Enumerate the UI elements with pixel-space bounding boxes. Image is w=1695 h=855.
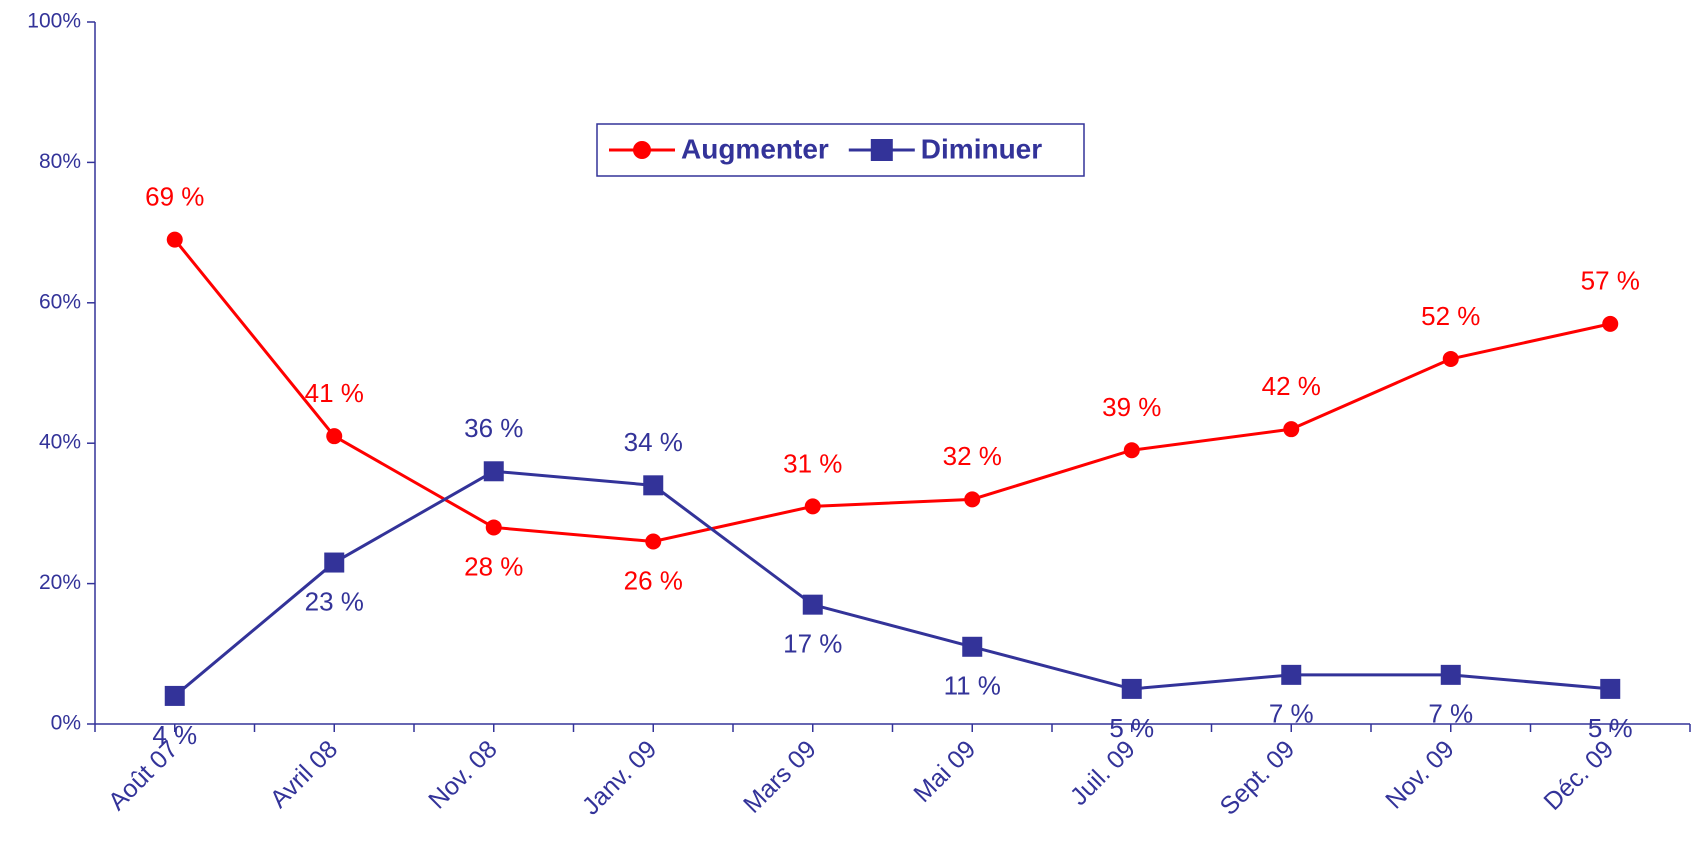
y-tick-label: 100%: [27, 10, 81, 33]
point-marker: [1281, 664, 1302, 685]
point-marker: [485, 519, 502, 536]
point-marker: [643, 475, 664, 496]
legend-marker: [870, 139, 893, 161]
y-tick-label: 60%: [39, 290, 81, 313]
x-tick-label: Juil. 09: [1065, 735, 1141, 811]
y-tick-label: 0%: [51, 712, 81, 735]
point-marker: [962, 636, 983, 657]
data-label: 11 %: [944, 671, 1001, 701]
x-tick-label: Nov. 08: [423, 735, 502, 814]
point-marker: [1440, 664, 1461, 685]
data-label: 34 %: [624, 427, 683, 457]
y-tick-label: 20%: [39, 571, 81, 594]
data-label: 39 %: [1102, 392, 1161, 422]
point-marker: [804, 498, 821, 515]
data-label: 5 %: [1109, 713, 1154, 743]
data-label: 4 %: [152, 720, 197, 750]
data-label: 42 %: [1262, 371, 1321, 401]
data-label: 36 %: [464, 413, 523, 443]
point-marker: [326, 428, 343, 445]
point-marker: [166, 231, 183, 248]
series-line: [173, 238, 1611, 543]
point-marker: [164, 685, 185, 706]
point-marker: [802, 594, 823, 615]
point-marker: [1283, 421, 1300, 438]
point-marker: [1602, 315, 1619, 332]
data-label: 23 %: [305, 586, 364, 616]
point-marker: [645, 533, 662, 550]
point-marker: [324, 552, 345, 573]
series-line: [173, 469, 1611, 698]
x-tick-label: Mars 09: [738, 735, 822, 819]
x-tick-label: Sept. 09: [1215, 735, 1301, 821]
data-label: 57 %: [1581, 266, 1640, 296]
data-label: 31 %: [783, 448, 842, 478]
point-marker: [1442, 350, 1459, 367]
legend-label: Diminuer: [921, 133, 1042, 164]
data-label: 28 %: [464, 551, 523, 581]
x-tick-label: Nov. 09: [1380, 735, 1459, 814]
data-label: 7 %: [1428, 699, 1473, 729]
data-label: 7 %: [1269, 699, 1314, 729]
data-label: 17 %: [783, 629, 842, 659]
data-label: 26 %: [624, 565, 683, 595]
data-label: 32 %: [943, 441, 1002, 471]
x-tick-label: Janv. 09: [577, 735, 662, 820]
y-tick-label: 40%: [39, 431, 81, 454]
point-marker: [483, 461, 504, 482]
data-label: 52 %: [1421, 301, 1480, 331]
y-tick-label: 80%: [39, 150, 81, 173]
legend-box: [596, 123, 1085, 177]
data-label: 41 %: [305, 378, 364, 408]
x-tick-label: Avril 08: [265, 735, 343, 813]
x-tick-label: Déc. 09: [1538, 735, 1619, 816]
data-label: 69 %: [145, 181, 204, 211]
point-marker: [1123, 442, 1140, 459]
legend-label: Augmenter: [681, 133, 829, 164]
point-marker: [1600, 678, 1621, 699]
point-marker: [964, 491, 981, 508]
x-tick-label: Mai 09: [908, 735, 981, 808]
legend-marker: [633, 141, 651, 159]
data-label: 5 %: [1588, 713, 1633, 743]
point-marker: [1121, 678, 1142, 699]
